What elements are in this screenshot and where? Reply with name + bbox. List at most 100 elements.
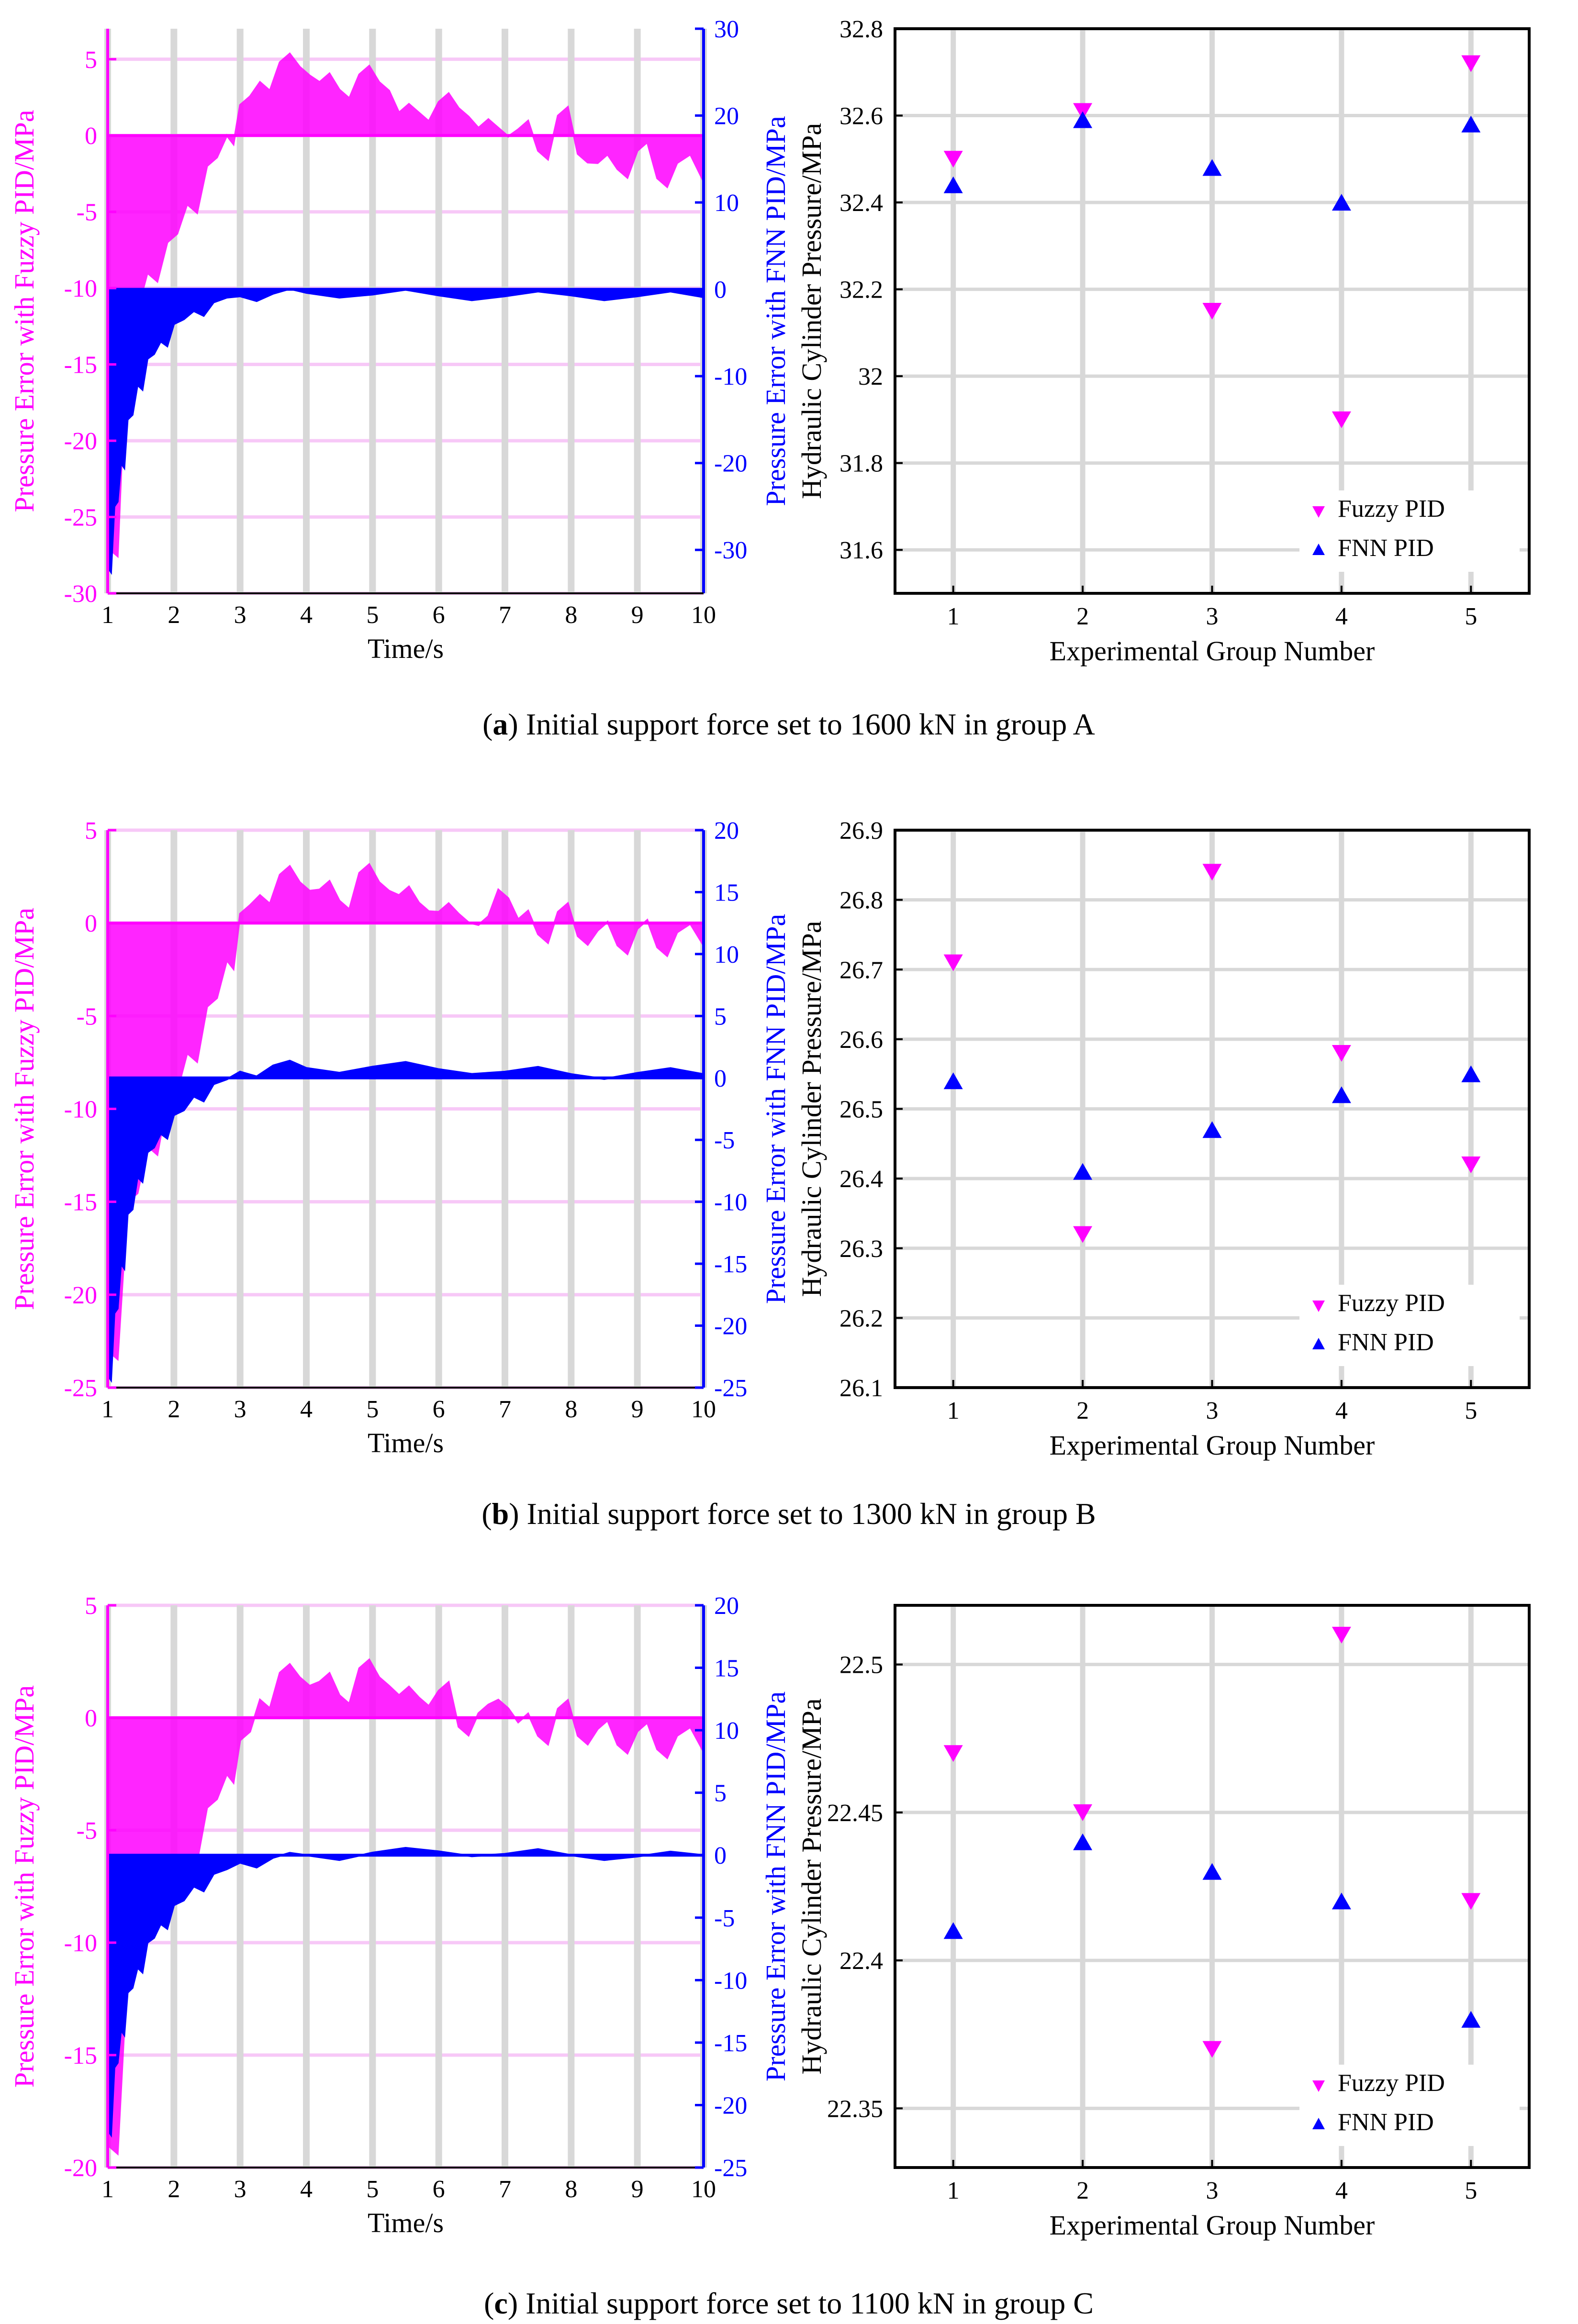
x-tick-label: 4	[300, 2176, 313, 2203]
caption-text: Initial support force set to 1600 kN in …	[518, 707, 1095, 741]
y-tick-label: 32	[858, 363, 883, 390]
right-axis-title: Pressure Error with FNN PID/MPa	[760, 914, 791, 1304]
x-axis-title: Experimental Group Number	[1050, 1430, 1375, 1461]
y-tick-label: 26.5	[839, 1096, 883, 1123]
right-tick-label: 15	[714, 1655, 739, 1682]
y-tick-label: 26.4	[839, 1166, 883, 1193]
right-tick-label: 15	[714, 879, 739, 906]
y-tick-label: 32.4	[839, 189, 883, 217]
right-tick-label: -25	[714, 1375, 747, 1402]
y-tick-label: 26.9	[839, 817, 883, 845]
fuzzy-pid-point	[1202, 2041, 1222, 2058]
x-tick-label: 5	[1465, 603, 1477, 630]
fuzzy-pid-error-area	[107, 863, 705, 1361]
x-tick-label: 2	[168, 1396, 180, 1423]
x-tick-label: 3	[1206, 603, 1219, 630]
x-tick-label: 3	[1206, 1397, 1219, 1424]
right-tick-label: 10	[714, 1717, 739, 1745]
y-tick-label: 32.2	[839, 277, 883, 304]
right-axis-title: Pressure Error with FNN PID/MPa	[760, 1691, 791, 2081]
caption-c: (c) Initial support force set to 1100 kN…	[484, 2286, 1094, 2320]
x-tick-label: 3	[234, 1396, 246, 1423]
caption-a: (a) Initial support force set to 1600 kN…	[482, 707, 1095, 741]
left-tick-label: 0	[85, 1705, 97, 1732]
fnn-pid-point	[943, 1072, 963, 1090]
x-tick-label: 6	[433, 601, 445, 629]
x-tick-label: 2	[168, 2176, 180, 2203]
right-tick-label: -10	[714, 363, 747, 390]
x-tick-label: 1	[947, 1397, 960, 1424]
fnn-pid-point	[1332, 194, 1351, 211]
right-tick-label: 10	[714, 189, 739, 217]
x-tick-label: 9	[631, 1396, 644, 1423]
caption-text: Initial support force set to 1100 kN in …	[518, 2286, 1094, 2320]
fnn-pid-point	[1461, 1065, 1481, 1082]
legend-box	[1299, 1285, 1520, 1366]
x-tick-label: 1	[101, 1396, 114, 1423]
caption-b: (b) Initial support force set to 1300 kN…	[481, 1497, 1096, 1531]
fuzzy-pid-error-area	[107, 1658, 705, 2156]
fnn-pid-point	[1073, 1163, 1093, 1180]
fuzzy-pid-point	[1332, 1045, 1351, 1062]
fuzzy-pid-point	[1332, 411, 1351, 428]
caption-open-paren: (	[481, 1497, 492, 1531]
fuzzy-pid-error-area	[107, 52, 705, 558]
left-tick-label: -30	[64, 580, 97, 608]
x-tick-label: 4	[300, 601, 313, 629]
left-tick-label: -25	[64, 1375, 97, 1402]
right-tick-label: -20	[714, 450, 747, 478]
x-tick-label: 2	[168, 601, 180, 629]
x-tick-label: 1	[947, 603, 960, 630]
x-tick-label: 3	[234, 2176, 246, 2203]
x-tick-label: 4	[1335, 2177, 1348, 2204]
caption-letter: c	[494, 2286, 507, 2320]
fnn-pid-point	[1461, 115, 1481, 133]
legend-box	[1299, 490, 1520, 572]
y-tick-label: 26.2	[839, 1305, 883, 1332]
left-tick-label: -15	[64, 2042, 97, 2069]
fnn-pid-error-area	[107, 1846, 704, 2138]
y-tick-label: 22.5	[839, 1652, 883, 1679]
x-tick-label: 5	[1465, 1397, 1477, 1424]
left-tick-label: 5	[85, 817, 97, 845]
x-tick-label: 1	[101, 2176, 114, 2203]
right-tick-label: -10	[714, 1967, 747, 1994]
x-tick-label: 2	[1076, 603, 1089, 630]
x-tick-label: 10	[691, 2176, 716, 2203]
x-tick-label: 3	[234, 601, 246, 629]
fuzzy-pid-point	[1073, 1226, 1093, 1243]
x-tick-label: 7	[499, 1396, 511, 1423]
left-tick-label: -20	[64, 2155, 97, 2182]
legend-fnn-marker	[1312, 1338, 1325, 1349]
left-tick-label: -20	[64, 428, 97, 455]
y-tick-label: 26.3	[839, 1235, 883, 1263]
left-axis-title: Pressure Error with Fuzzy PID/MPa	[9, 1685, 40, 2088]
fnn-pid-point	[1073, 111, 1093, 128]
scatter-chart-c: 22.5 22.45 22.4 22.35 1 2 3 4 5 Fuzzy PID FNN PID E…	[796, 1604, 1531, 2241]
right-tick-label: 5	[714, 1003, 727, 1030]
right-tick-label: 0	[714, 1842, 727, 1869]
left-tick-label: -15	[64, 352, 97, 379]
right-axis-title: Pressure Error with FNN PID/MPa	[760, 116, 791, 506]
caption-close-paren: )	[509, 1497, 519, 1531]
right-tick-label: -5	[714, 1127, 735, 1154]
x-tick-label: 5	[366, 1396, 379, 1423]
fnn-pid-error-area	[107, 288, 705, 575]
fnn-pid-point	[943, 1922, 963, 1939]
right-tick-label: -10	[714, 1189, 747, 1216]
legend-fnn-label: FNN PID	[1338, 1329, 1434, 1356]
fnn-pid-point	[1461, 2011, 1481, 2028]
fuzzy-pid-point	[1073, 1804, 1093, 1821]
left-axis-title: Pressure Error with Fuzzy PID/MPa	[9, 110, 40, 512]
left-tick-label: -10	[64, 275, 97, 302]
right-tick-label: 20	[714, 817, 739, 845]
caption-close-paren: )	[508, 707, 518, 741]
caption-close-paren: )	[508, 2286, 518, 2320]
left-tick-label: -5	[77, 1003, 97, 1030]
fuzzy-pid-point	[1461, 1156, 1481, 1173]
x-tick-label: 10	[691, 601, 716, 629]
fnn-pid-point	[1332, 1086, 1351, 1103]
legend-fnn-label: FNN PID	[1338, 2109, 1434, 2136]
